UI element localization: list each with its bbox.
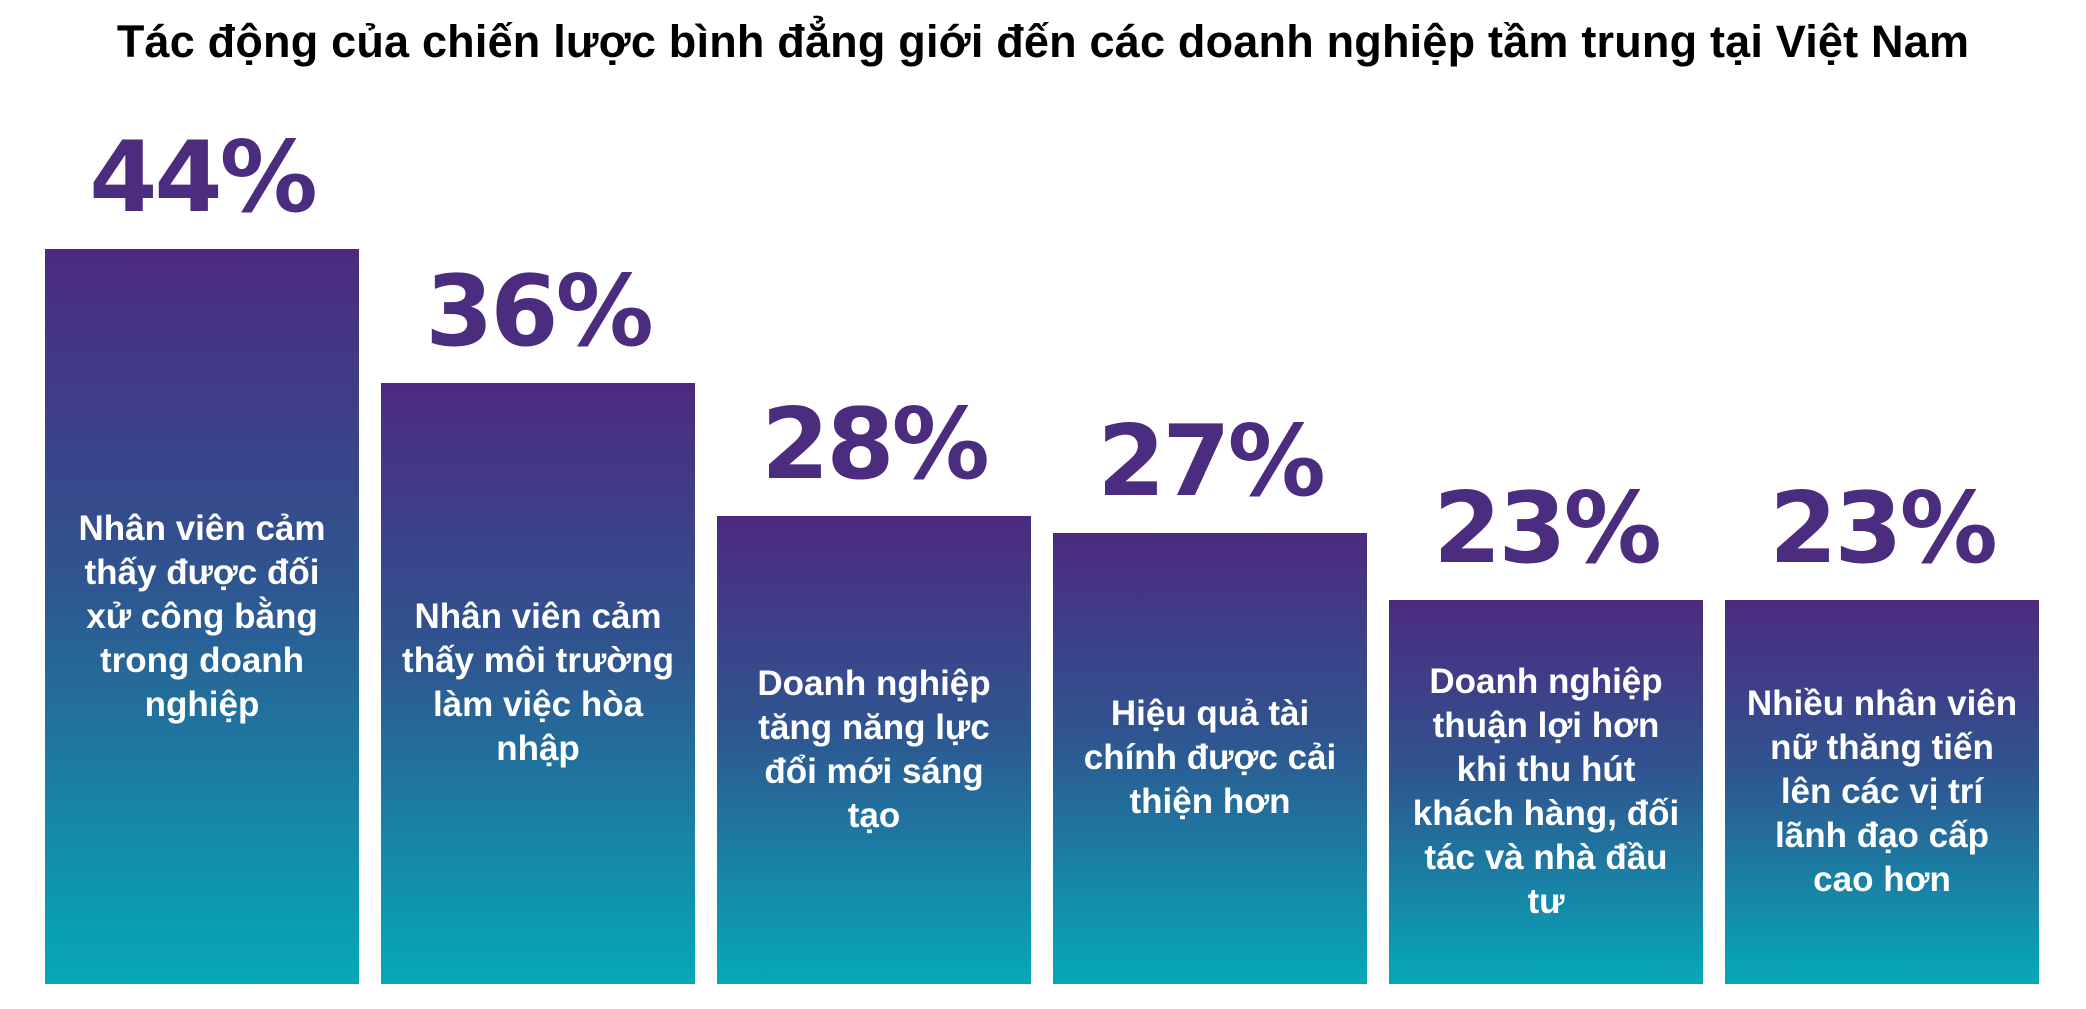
bar-category-label: Hiệu quả tài chính được cải thiện hơn (1083, 694, 1337, 822)
chart-title: Tác động của chiến lược bình đẳng giới đ… (116, 16, 1970, 67)
bar-value-label: 23% (1433, 471, 1662, 586)
bar: Doanh nghiệp thuận lợi hơn khi thu hút k… (1389, 599, 1703, 984)
bar-category-label: Nhân viên cảm thấy được đối xử công bằng… (78, 508, 326, 724)
bar: Nhân viên cảm thấy được đối xử công bằng… (45, 249, 359, 984)
bar-category-label: Nhiều nhân viên nữ thăng tiến lên các vị… (1746, 683, 2018, 899)
bar-value-label: 27% (1097, 404, 1326, 519)
bar-value-label: 36% (425, 254, 654, 369)
bar-value-label: 44% (89, 121, 318, 235)
bar: Doanh nghiệp tăng năng lực đổi mới sáng … (717, 516, 1031, 984)
bar-category-label: Doanh nghiệp tăng năng lực đổi mới sáng … (757, 664, 991, 836)
bar-category-label: Nhân viên cảm thấy môi trường làm việc h… (402, 597, 674, 769)
bar: Nhiều nhân viên nữ thăng tiến lên các vị… (1725, 599, 2039, 984)
bar-value-label: 23% (1769, 471, 1998, 586)
bar: Nhân viên cảm thấy môi trường làm việc h… (381, 382, 695, 984)
bar-category-label: Doanh nghiệp thuận lợi hơn khi thu hút k… (1412, 661, 1680, 921)
bar-value-label: 28% (761, 388, 990, 503)
bar: Hiệu quả tài chính được cải thiện hơn (1053, 532, 1367, 984)
